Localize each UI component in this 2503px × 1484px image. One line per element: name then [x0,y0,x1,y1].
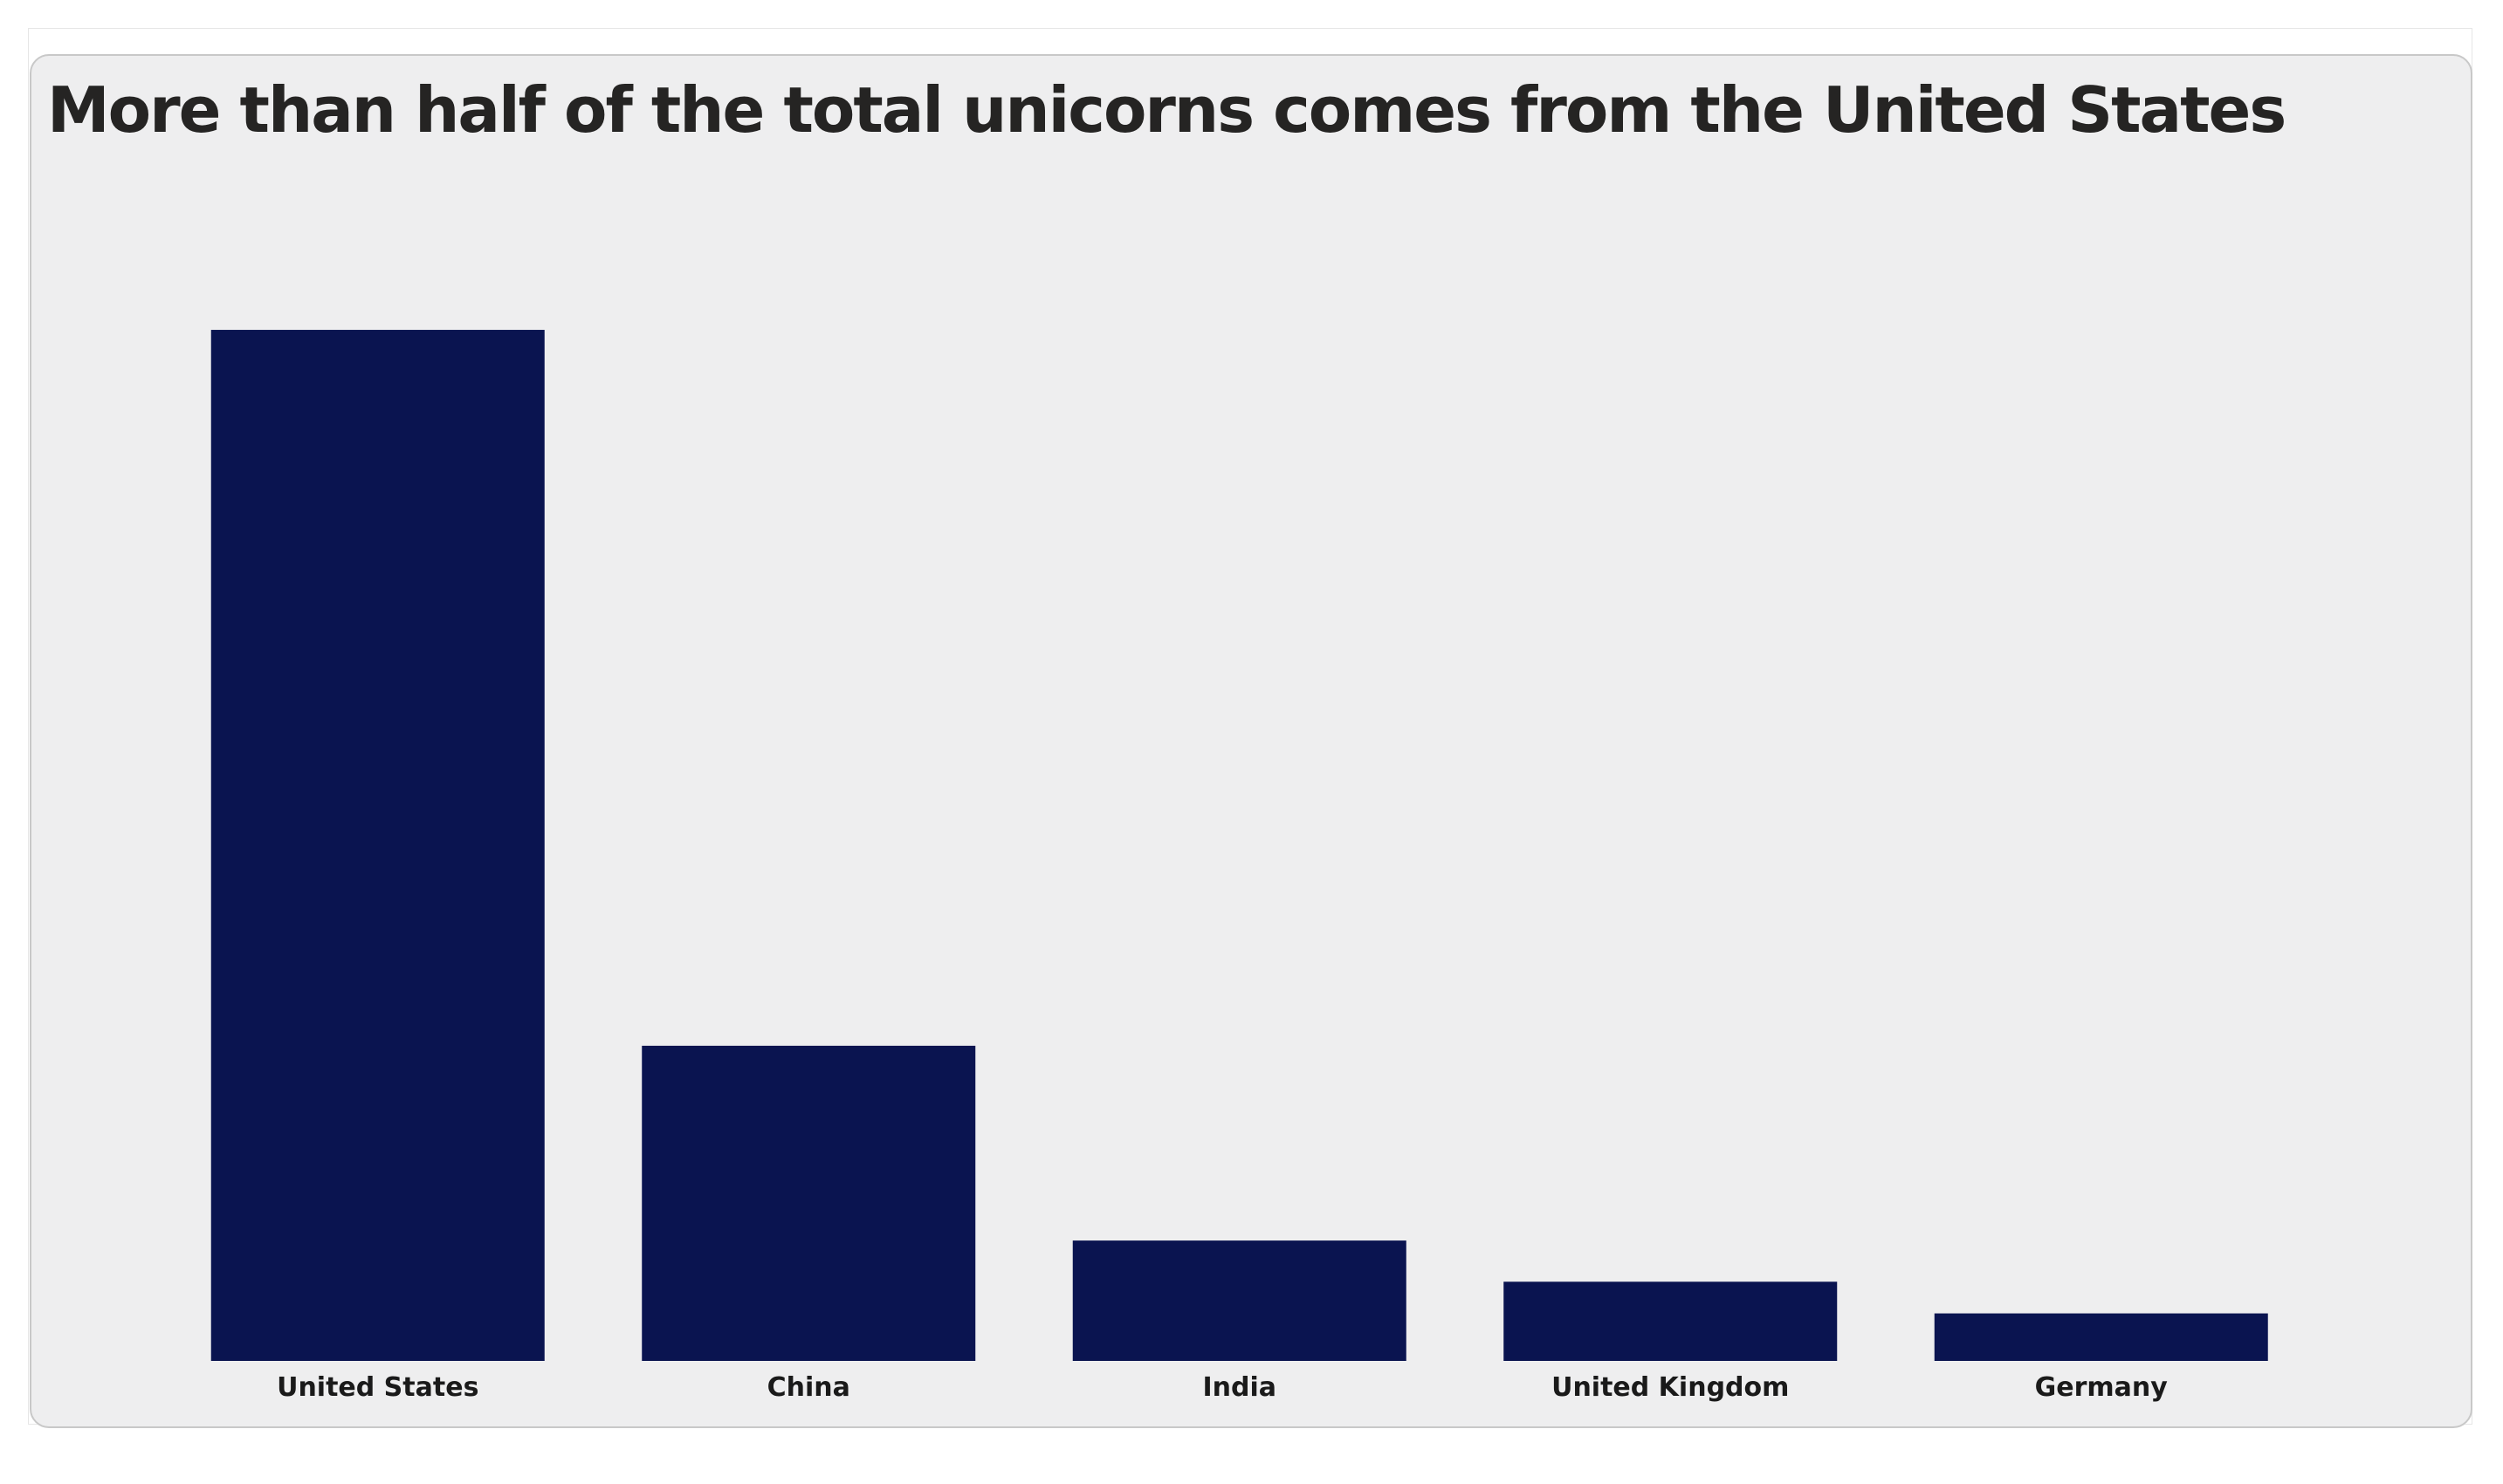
bar-china[interactable] [642,1045,976,1361]
x-tick-label: United States [277,1372,478,1403]
x-tick-label: Germany [2035,1372,2169,1403]
bar-united-states[interactable] [210,329,545,1361]
bars-group [210,329,2268,1361]
x-tick-label: India [1202,1372,1276,1403]
x-axis-tick-labels: United States China India United Kingdom Ger… [277,1372,2168,1403]
bar-united-kingdom[interactable] [1503,1281,1838,1361]
bar-chart: United States China India United Kingdom Ger… [210,329,2268,1403]
chart-title: More than half of the total unicorns com… [47,73,2286,147]
bar-germany[interactable] [1934,1313,2268,1361]
x-tick-label: China [767,1372,850,1403]
bar-india[interactable] [1072,1240,1406,1361]
chart-card[interactable]: More than half of the total unicorns com… [30,54,2472,1428]
x-tick-label: United Kingdom [1551,1372,1789,1403]
